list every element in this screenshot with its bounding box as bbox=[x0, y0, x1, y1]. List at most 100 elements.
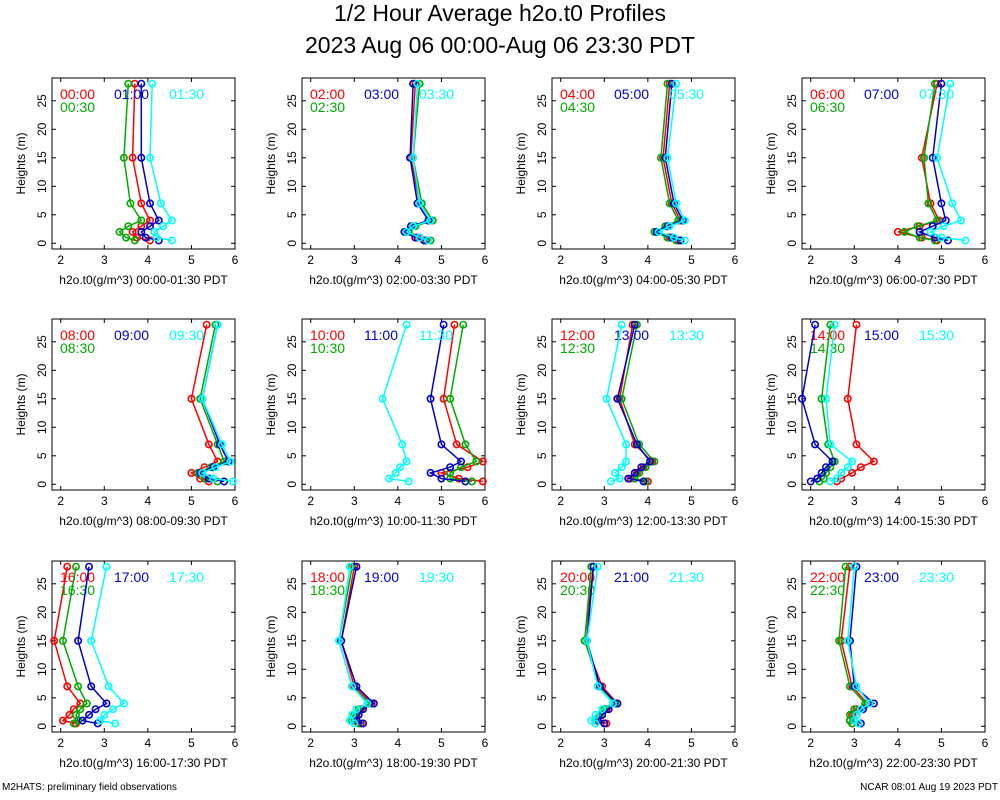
x-tick-label: 2 bbox=[57, 736, 64, 750]
panel-2: 2 3 4 5 6 0 5 10 15 20 25 h2o.t0(g/m^3) 02:00-03:30… bbox=[264, 77, 489, 287]
x-axis-label: h2o.t0(g/m^3) 00:00-01:30 PDT bbox=[59, 273, 228, 287]
data-point bbox=[608, 699, 617, 708]
y-tick-label: 5 bbox=[285, 452, 299, 459]
data-point bbox=[198, 468, 207, 477]
legend-label: 03:30 bbox=[419, 86, 454, 102]
data-point bbox=[817, 468, 826, 477]
x-tick-label: 6 bbox=[482, 736, 489, 750]
data-point bbox=[91, 705, 100, 714]
data-point bbox=[680, 216, 689, 225]
data-point bbox=[119, 699, 128, 708]
y-tick-label: 5 bbox=[285, 211, 299, 218]
data-point bbox=[450, 320, 459, 329]
y-tick-label: 10 bbox=[285, 179, 299, 193]
data-point bbox=[961, 236, 970, 245]
y-tick-label: 0 bbox=[35, 723, 49, 730]
legend-label: 08:00 bbox=[60, 327, 95, 343]
x-tick-label: 6 bbox=[232, 736, 239, 750]
legend-label: 14:30 bbox=[810, 340, 845, 356]
x-tick-label: 6 bbox=[232, 253, 239, 267]
data-point bbox=[654, 227, 663, 236]
x-tick-label: 3 bbox=[351, 253, 358, 267]
x-tick-label: 3 bbox=[101, 736, 108, 750]
footer-left: M2HATS: preliminary field observations bbox=[2, 782, 177, 793]
data-point bbox=[811, 320, 820, 329]
x-tick-label: 4 bbox=[895, 736, 902, 750]
data-point bbox=[404, 477, 413, 486]
data-point bbox=[378, 394, 387, 403]
x-axis-label: h2o.t0(g/m^3) 14:00-15:30 PDT bbox=[809, 514, 978, 528]
data-point bbox=[856, 705, 865, 714]
y-tick-label: 20 bbox=[35, 122, 49, 136]
data-point bbox=[598, 705, 607, 714]
legend-label: 02:30 bbox=[310, 99, 345, 115]
data-point bbox=[821, 463, 830, 472]
legend-label: 09:30 bbox=[169, 327, 204, 343]
data-point bbox=[122, 233, 131, 242]
y-tick-label: 5 bbox=[35, 694, 49, 701]
y-tick-label: 25 bbox=[535, 94, 549, 108]
plot-frame bbox=[801, 560, 986, 733]
x-axis-label: h2o.t0(g/m^3) 22:00-23:30 PDT bbox=[809, 756, 978, 770]
data-point bbox=[137, 79, 146, 88]
y-tick-label: 25 bbox=[785, 335, 799, 349]
x-tick-label: 3 bbox=[351, 736, 358, 750]
legend-label: 10:30 bbox=[310, 340, 345, 356]
legend-label: 11:00 bbox=[364, 327, 398, 343]
data-point bbox=[63, 562, 72, 571]
y-tick-label: 15 bbox=[535, 634, 549, 648]
data-point bbox=[672, 79, 681, 88]
panel-1: 2 3 4 5 6 0 5 10 15 20 25 h2o.t0(g/m^3) 00:00-01:30… bbox=[14, 77, 239, 287]
panel-5: 2 3 4 5 6 0 5 10 15 20 25 h2o.t0(g/m^3) 08:00-09:30… bbox=[14, 318, 239, 528]
x-tick-label: 4 bbox=[645, 736, 652, 750]
x-tick-label: 5 bbox=[188, 494, 195, 508]
data-point bbox=[811, 440, 820, 449]
x-axis-label: h2o.t0(g/m^3) 08:00-09:30 PDT bbox=[59, 514, 228, 528]
data-point bbox=[639, 477, 648, 486]
data-point bbox=[850, 562, 859, 571]
data-point bbox=[957, 216, 966, 225]
x-tick-label: 6 bbox=[232, 494, 239, 508]
x-tick-label: 5 bbox=[938, 736, 945, 750]
legend-label: 14:00 bbox=[810, 327, 845, 343]
data-point bbox=[345, 562, 354, 571]
data-point bbox=[937, 199, 946, 208]
series-line-0930 bbox=[200, 324, 233, 483]
y-tick-label: 10 bbox=[285, 662, 299, 676]
data-point bbox=[948, 199, 957, 208]
legend-label: 16:30 bbox=[60, 582, 95, 598]
x-tick-label: 4 bbox=[395, 736, 402, 750]
data-point bbox=[146, 199, 155, 208]
data-point bbox=[130, 236, 139, 245]
legend-label: 23:30 bbox=[919, 569, 954, 585]
data-point bbox=[582, 636, 591, 645]
y-tick-label: 25 bbox=[285, 335, 299, 349]
x-tick-label: 4 bbox=[145, 736, 152, 750]
data-point bbox=[71, 710, 80, 719]
data-point bbox=[606, 477, 615, 486]
data-point bbox=[622, 457, 631, 466]
y-tick-label: 10 bbox=[785, 179, 799, 193]
x-tick-label: 2 bbox=[557, 494, 564, 508]
x-tick-label: 3 bbox=[851, 736, 858, 750]
x-tick-label: 2 bbox=[807, 494, 814, 508]
data-point bbox=[109, 705, 118, 714]
data-point bbox=[613, 699, 622, 708]
legend-label: 06:00 bbox=[810, 86, 845, 102]
data-point bbox=[424, 236, 433, 245]
data-point bbox=[409, 153, 418, 162]
data-point bbox=[813, 474, 822, 483]
data-point bbox=[613, 394, 622, 403]
data-point bbox=[937, 233, 946, 242]
series-line-0630 bbox=[902, 83, 939, 242]
data-point bbox=[363, 699, 372, 708]
legend-label: 19:00 bbox=[364, 569, 399, 585]
data-point bbox=[461, 440, 470, 449]
y-tick-label: 20 bbox=[785, 605, 799, 619]
x-tick-label: 2 bbox=[557, 253, 564, 267]
y-tick-label: 20 bbox=[535, 605, 549, 619]
x-tick-label: 4 bbox=[645, 253, 652, 267]
data-point bbox=[915, 227, 924, 236]
x-tick-label: 4 bbox=[395, 253, 402, 267]
data-point bbox=[843, 463, 852, 472]
